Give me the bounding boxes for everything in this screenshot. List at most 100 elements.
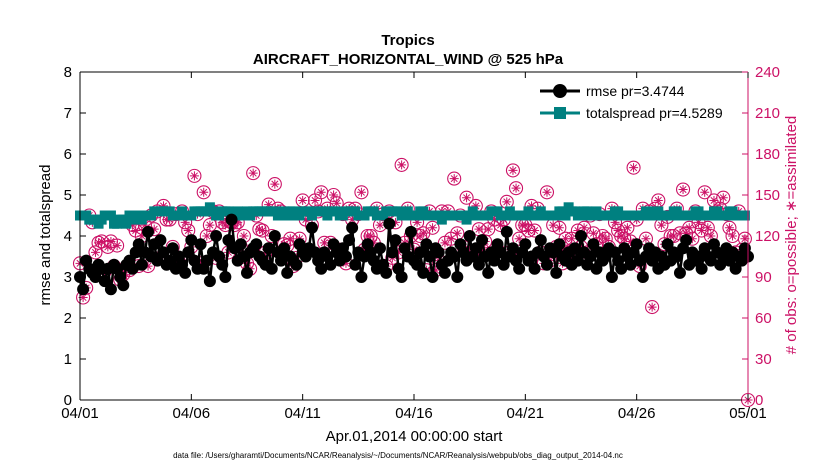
obs-point [626, 160, 641, 175]
obs-assimilated-marker [483, 224, 493, 234]
obs-possible-marker [626, 160, 641, 175]
y-axis-label-left: rmse and totalspread [37, 165, 54, 306]
rmse-point [117, 279, 130, 292]
obs-assimilated-marker [740, 234, 750, 244]
rmse-point [704, 254, 717, 267]
rmse-point [420, 238, 433, 251]
legend-rmse-marker [553, 84, 567, 98]
rmse-point [222, 234, 235, 247]
rmse-point [575, 230, 587, 242]
obs-assimilated-marker [511, 183, 521, 193]
rmse-point [506, 242, 519, 255]
obs-point [246, 166, 261, 181]
obs-assimilated-marker [514, 234, 524, 244]
obs-assimilated-marker [248, 168, 258, 178]
rmse-point [624, 258, 637, 271]
rmse-point [185, 234, 198, 247]
obs-assimilated-marker [579, 223, 589, 233]
rmse-point [383, 217, 396, 230]
obs-assimilated-marker [718, 193, 728, 203]
obs-possible-marker [267, 177, 282, 192]
obs-assimilated-marker [131, 226, 141, 236]
obs-assimilated-marker [196, 258, 206, 268]
rmse-point [135, 258, 148, 271]
rmse-point [234, 238, 247, 251]
obs-possible-marker [620, 220, 635, 235]
obs-possible-marker [394, 157, 409, 172]
rmse-point [692, 250, 705, 263]
rmse-point [472, 258, 485, 271]
legend: rmse pr=3.4744 totalspread pr=4.5289 [530, 78, 740, 126]
obs-point [527, 223, 542, 238]
rmse-point [157, 246, 170, 259]
rmse-point [636, 271, 649, 283]
obs-possible-marker [110, 238, 125, 253]
legend-spread-label: totalspread pr=4.5289 [586, 105, 723, 121]
obs-point [187, 168, 202, 183]
obs-assimilated-marker [728, 231, 738, 241]
rmse-point [132, 238, 145, 251]
obs-assimilated-marker [542, 187, 552, 197]
obs-assimilated-marker [709, 195, 719, 205]
rmse-point [355, 271, 368, 283]
rmse-point [210, 230, 223, 242]
obs-point [716, 190, 731, 205]
rmse-point [695, 262, 708, 275]
x-tick-label: 04/16 [395, 405, 433, 422]
obs-assimilated-marker [412, 217, 422, 227]
rmse-point [380, 266, 393, 279]
rmse-point [373, 242, 386, 255]
chart-subtitle: AIRCRAFT_HORIZONTAL_WIND @ 525 hPa [253, 51, 564, 68]
obs-assimilated-marker [684, 223, 694, 233]
obs-point [267, 177, 282, 192]
x-tick-label: 04/26 [618, 405, 656, 422]
obs-assimilated-marker [724, 223, 734, 233]
rmse-point [241, 266, 253, 279]
rmse-point [200, 254, 213, 267]
obs-possible-marker [505, 163, 521, 178]
obs-assimilated-marker [264, 200, 274, 210]
obs-assimilated-marker [567, 234, 577, 244]
obs-point [676, 182, 691, 197]
x-tick-label: 05/01 [729, 405, 767, 422]
obs-assimilated-marker [694, 217, 704, 227]
obs-point [539, 185, 555, 200]
obs-assimilated-marker [180, 217, 190, 227]
obs-point [620, 220, 635, 235]
rmse-point [315, 262, 328, 275]
rmse-point [670, 250, 683, 263]
obs-possible-marker [246, 166, 261, 181]
obs-point [645, 300, 660, 315]
rmse-point [250, 238, 263, 251]
rmse-point [98, 275, 111, 288]
obs-assimilated-marker [641, 234, 651, 244]
obs-point [354, 185, 369, 200]
obs-assimilated-marker [629, 163, 639, 173]
obs-point [722, 220, 737, 235]
rmse-point [553, 238, 566, 251]
rmse-point [500, 225, 513, 238]
obs-point [700, 220, 715, 235]
obs-point [505, 163, 521, 178]
obs-assimilated-marker [199, 187, 209, 197]
rmse-point [587, 238, 600, 251]
obs-possible-marker [722, 220, 737, 235]
obs-assimilated-marker [183, 226, 193, 236]
obs-assimilated-marker [97, 236, 107, 246]
rmse-point [519, 238, 532, 251]
obs-assimilated-marker [90, 247, 100, 257]
obs-assimilated-marker [554, 223, 564, 233]
y-tick-label-right: 210 [755, 105, 780, 122]
obs-assimilated-marker [647, 302, 657, 312]
obs-assimilated-marker [474, 224, 484, 234]
rmse-point [417, 266, 430, 279]
rmse-point [615, 262, 628, 275]
rmse-point [605, 271, 618, 283]
obs-assimilated-marker [588, 228, 598, 238]
rmse-point [77, 283, 90, 296]
obs-assimilated-marker [440, 238, 450, 248]
x-axis-label: Apr.01,2014 00:00:00 start [326, 428, 504, 445]
obs-possible-marker [509, 181, 524, 196]
rmse-point [163, 254, 176, 267]
